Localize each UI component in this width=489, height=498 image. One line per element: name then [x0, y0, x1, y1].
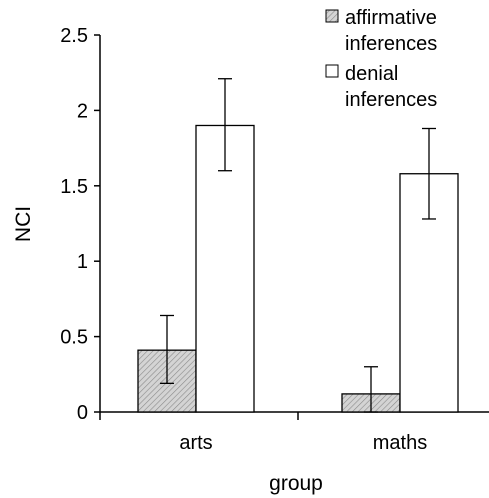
bars [137, 124, 459, 413]
bar-denial-arts [195, 124, 255, 413]
legend-label-affirmative-line1: affirmative [345, 7, 437, 29]
y-axis-title: NCI [12, 206, 35, 242]
y-tick-label: 0 [77, 402, 88, 424]
error-bars [160, 78, 436, 413]
x-axis-title: group [269, 472, 323, 495]
x-tick-label: arts [179, 432, 212, 454]
x-tick-label: maths [373, 432, 427, 454]
y-ticks: 0 0.5 1 1.5 2 2.5 [60, 25, 100, 424]
y-tick-label: 2 [77, 100, 88, 122]
y-tick-label: 2.5 [60, 25, 88, 47]
x-ticks: arts maths [99, 412, 427, 454]
y-tick-label: 0.5 [60, 327, 88, 349]
y-tick-label: 1.5 [60, 176, 88, 198]
y-tick-label: 1 [77, 251, 88, 273]
legend-label-denial-line2: inferences [345, 89, 437, 111]
legend-swatch-affirmative [325, 9, 339, 23]
legend-label-affirmative-line2: inferences [345, 33, 437, 55]
legend-swatch-denial [325, 64, 339, 78]
legend-label-denial-line1: denial [345, 63, 398, 85]
legend: affirmative inferences denial inferences [325, 7, 437, 111]
